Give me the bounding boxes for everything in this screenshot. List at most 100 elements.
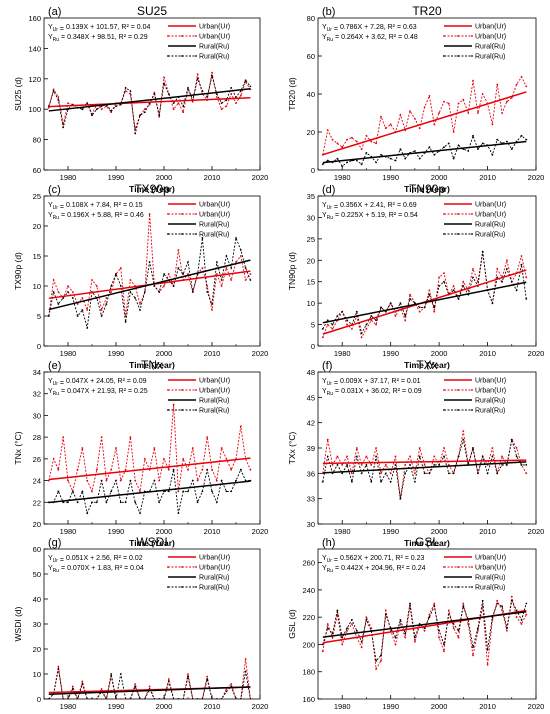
rural-data-point [515, 289, 518, 292]
legend-label: Urban(Ur) [199, 565, 230, 572]
urban-data-point [139, 490, 141, 493]
rural-data-point [472, 276, 474, 279]
urban-data-point [331, 138, 334, 141]
urban-data-point [167, 678, 170, 680]
y-tick-label: 0 [37, 695, 41, 704]
x-tick-label: 2010 [479, 349, 496, 358]
urban-data-point [462, 602, 465, 605]
urban-regression-equation: YUr = 0.009X + 37.17, R² = 0.01 [322, 378, 421, 387]
panel-title: TN90p [409, 182, 445, 196]
rural-data-point [230, 267, 233, 269]
urban-data-point [336, 142, 339, 145]
urban-data-point [211, 309, 213, 311]
urban-data-point [105, 297, 108, 299]
urban-data-point [67, 479, 69, 482]
urban-data-point [230, 279, 233, 281]
rural-data-point [520, 263, 523, 266]
urban-data-point [351, 623, 353, 625]
urban-data-point [443, 100, 445, 103]
x-tick-label: 1990 [382, 702, 399, 711]
x-tick-label: 2010 [204, 702, 221, 711]
rural-data-point [409, 464, 411, 466]
rural-data-point [129, 291, 132, 293]
urban-data-point [220, 108, 223, 111]
urban-data-point [414, 472, 416, 475]
rural-data-point [86, 512, 89, 514]
legend-label: Urban(Ur) [199, 34, 230, 41]
rural-data-point [124, 321, 127, 323]
legend-label: Rural(Ru) [475, 408, 505, 415]
rural-subscript: Ru [327, 568, 334, 574]
urban-data-point [462, 280, 465, 283]
rural-data-point [139, 512, 141, 514]
rural-data-point [506, 464, 508, 466]
rural-data-point [399, 619, 402, 621]
rural-data-point [187, 87, 189, 89]
rural-data-point [148, 261, 151, 263]
rural-series-line [48, 668, 251, 699]
rural-data-point [341, 636, 344, 639]
legend-label: Urban(Ur) [199, 555, 230, 562]
urban-data-point [472, 268, 474, 270]
legend-label: Urban(Ur) [475, 555, 506, 562]
legend-marker [471, 233, 473, 235]
panel-title: TNx [141, 358, 163, 372]
rural-data-point [510, 148, 513, 151]
legend-marker [195, 35, 197, 37]
urban-data-point [100, 309, 103, 311]
x-tick-label: 2010 [479, 173, 496, 182]
rural-equation-text: 0.070X + 1.83, R² = 0.04 [67, 565, 144, 572]
urban-data-point [365, 328, 368, 330]
rural-data-point [472, 646, 474, 649]
urban-data-point [215, 96, 218, 98]
urban-data-point [76, 303, 79, 305]
urban-data-point [409, 110, 411, 112]
rural-subscript: Ru [53, 391, 60, 397]
urban-subscript: Ur [327, 558, 333, 564]
urban-data-point [472, 79, 474, 82]
urban-data-point [380, 115, 382, 118]
plot-data [47, 403, 252, 515]
y-tick-label: 40 [307, 90, 315, 99]
urban-data-point [452, 131, 455, 133]
y-tick-label: 200 [302, 640, 315, 649]
rural-data-point [81, 309, 84, 311]
urban-data-point [467, 112, 470, 114]
rural-data-point [404, 632, 407, 635]
plot-data [47, 658, 252, 699]
rural-data-point [380, 306, 382, 309]
urban-data-point [153, 447, 156, 449]
rural-regression-equation: YRu = 0.348X + 98.51, R² = 0.29 [48, 34, 148, 43]
urban-data-point [95, 285, 98, 287]
urban-data-point [225, 688, 228, 690]
y-tick-label: 45 [307, 393, 315, 402]
urban-data-point [67, 285, 69, 287]
urban-data-point [331, 636, 334, 639]
y-tick-label: 240 [302, 586, 315, 595]
legend-marker [457, 566, 459, 568]
rural-data-point [418, 455, 421, 458]
urban-data-point [481, 93, 484, 95]
panel-label: (d) [322, 184, 335, 196]
rural-data-point [433, 605, 436, 608]
rural-data-point [86, 698, 89, 699]
panel-gsl: (h) GSL 1980 1990 2000 2010 2020 160 180 200 220 24… [287, 535, 544, 714]
rural-data-point [220, 479, 223, 482]
rural-data-point [331, 323, 334, 326]
urban-data-point [423, 629, 426, 632]
rural-data-point [375, 161, 377, 164]
urban-data-point [124, 468, 127, 471]
rural-data-point [158, 698, 161, 699]
legend-label: Urban(Ur) [475, 24, 506, 31]
urban-data-point [443, 272, 445, 274]
urban-equation-text: 0.108X + 7.84, R² = 0.15 [66, 202, 143, 209]
rural-data-point [414, 150, 416, 152]
urban-data-point [433, 123, 436, 126]
rural-data-point [220, 102, 223, 104]
legend-marker [167, 233, 169, 235]
rural-data-point [375, 659, 377, 662]
x-tick-label: 1980 [334, 349, 351, 358]
urban-regression-equation: YUr = 0.051X + 2.56, R² = 0.02 [48, 555, 143, 564]
rural-data-point [235, 237, 237, 239]
rural-data-point [433, 153, 436, 156]
